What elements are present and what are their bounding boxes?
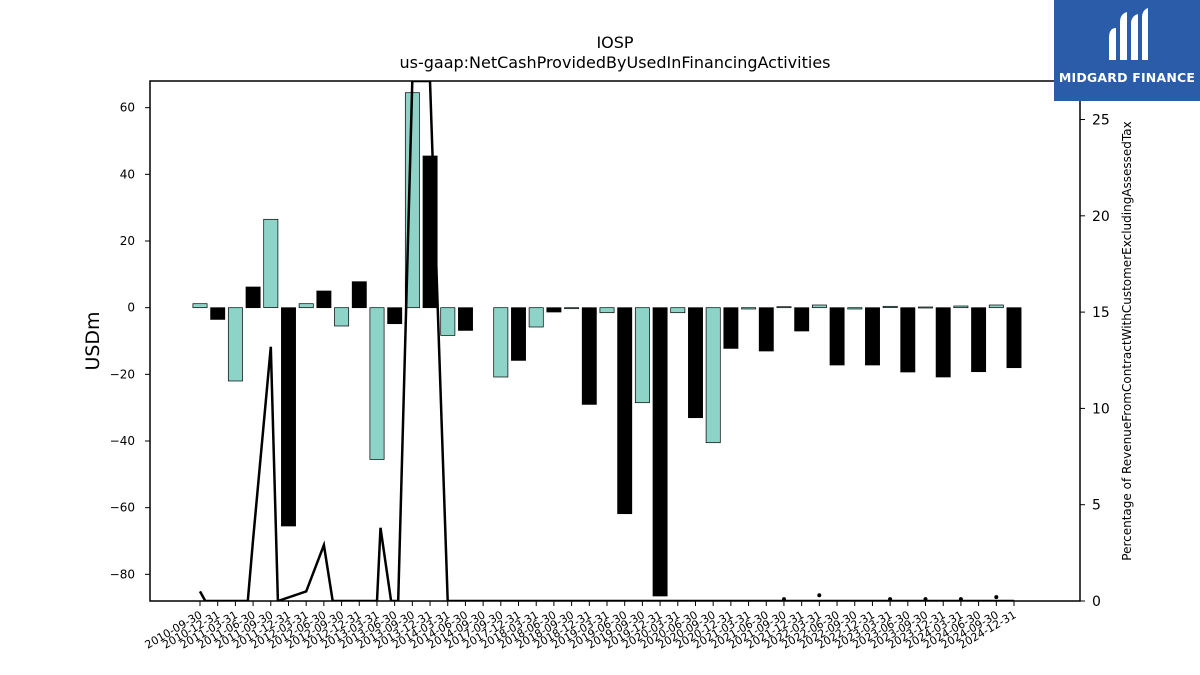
bar <box>935 307 951 378</box>
bar <box>458 307 473 331</box>
bar <box>865 307 880 366</box>
plot-frame <box>149 80 1081 602</box>
y-tick-label: −40 <box>110 434 135 448</box>
y2-tick-label: 5 <box>1092 498 1101 514</box>
bar <box>599 307 615 314</box>
y-tick-label: 0 <box>127 301 135 315</box>
bar <box>988 304 1004 309</box>
y-tick-label: −20 <box>110 367 135 381</box>
bar <box>511 307 526 361</box>
brand-logo: MIDGARD FINANCE <box>1054 0 1200 101</box>
bar <box>971 307 987 373</box>
y2-tick-label: 15 <box>1092 305 1110 321</box>
bar <box>369 307 385 460</box>
bar <box>811 304 827 309</box>
bar <box>741 307 757 310</box>
bar <box>387 307 403 325</box>
bar <box>245 286 261 309</box>
chart-subtitle: us-gaap:NetCashProvidedByUsedInFinancing… <box>399 53 830 72</box>
bar <box>776 306 792 309</box>
bar <box>652 307 668 597</box>
bar <box>192 303 208 309</box>
bar <box>953 305 969 309</box>
y2-axis-label: Percentage of RevenueFromContractWithCus… <box>1120 121 1134 560</box>
bar <box>918 306 933 309</box>
bar <box>688 307 703 419</box>
bar <box>351 281 367 309</box>
bar <box>263 218 279 308</box>
logo-mark-icon <box>1109 8 1148 60</box>
bar <box>1006 307 1022 369</box>
line-point <box>888 597 893 602</box>
y2-tick-label: 10 <box>1092 401 1110 417</box>
bar <box>581 307 597 405</box>
y2-tick-label: 25 <box>1092 113 1110 129</box>
bar <box>882 305 898 308</box>
bar <box>794 307 810 332</box>
bar <box>440 307 456 336</box>
bar <box>227 307 243 382</box>
bar <box>900 307 916 373</box>
bar <box>705 307 721 444</box>
y-tick-label: 40 <box>120 167 135 181</box>
bar <box>634 307 650 404</box>
series-line <box>198 81 1014 601</box>
line-point <box>923 597 928 602</box>
bar <box>670 307 686 314</box>
bar <box>564 307 580 310</box>
bar <box>847 307 863 310</box>
y2-tick-label: 20 <box>1092 209 1110 225</box>
line-point <box>782 597 786 602</box>
y-tick-label: 60 <box>120 101 135 115</box>
bar <box>334 307 350 327</box>
bar <box>758 307 774 352</box>
bar <box>528 307 544 328</box>
bar <box>210 307 226 320</box>
bar <box>546 307 562 313</box>
chart-title: IOSP <box>596 33 633 52</box>
bar <box>723 307 739 349</box>
y-tick-label: −80 <box>110 567 135 581</box>
bar <box>298 303 314 309</box>
y-axis-label: USDm <box>82 311 104 370</box>
line-point <box>817 593 822 598</box>
y2-tick-label: 0 <box>1092 594 1101 610</box>
bar <box>617 307 633 515</box>
bar <box>829 307 845 366</box>
y-tick-label: 20 <box>120 234 135 248</box>
logo-text: MIDGARD FINANCE <box>1058 70 1196 85</box>
bar <box>281 307 296 527</box>
y-tick-label: −60 <box>110 501 135 515</box>
bar <box>316 290 332 309</box>
line-point <box>958 597 963 602</box>
bar <box>493 307 509 378</box>
line-point <box>994 595 999 600</box>
